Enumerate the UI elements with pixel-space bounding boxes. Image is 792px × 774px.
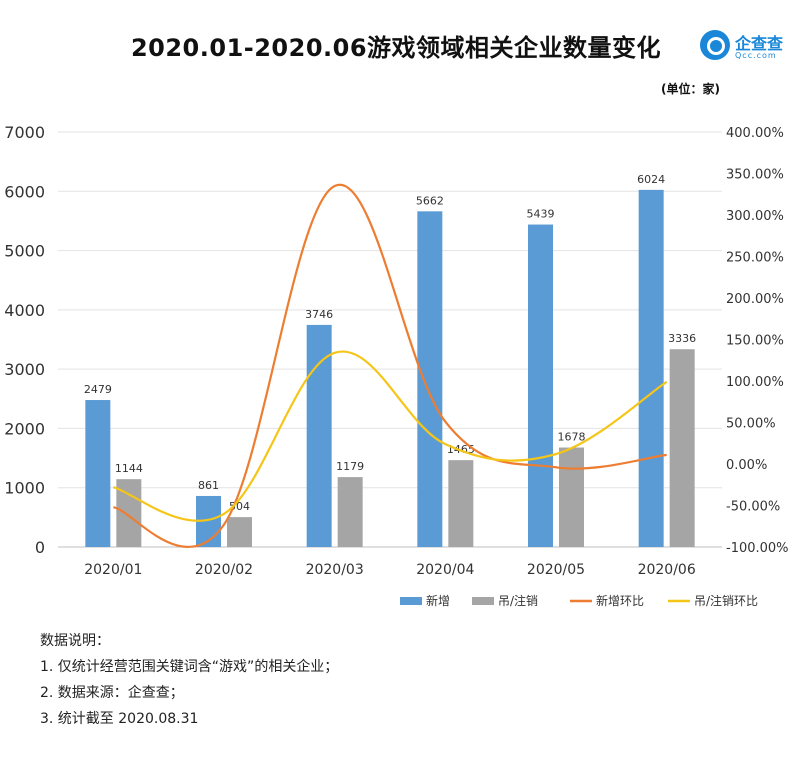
y-left-tick-label: 2000 <box>4 419 45 438</box>
x-tick-label: 2020/01 <box>84 562 142 578</box>
bar-cancelled <box>669 349 695 547</box>
y-left-tick-label: 4000 <box>4 301 45 320</box>
notes-heading: 数据说明： <box>40 633 110 649</box>
x-tick-label: 2020/03 <box>306 562 364 578</box>
y-right-tick-label: 350.00% <box>726 168 784 183</box>
legend-swatch <box>400 597 422 605</box>
bar-data-label: 5662 <box>416 194 444 207</box>
y-left-tick-label: 0 <box>35 538 45 557</box>
y-left-tick-label: 3000 <box>4 360 45 379</box>
x-tick-label: 2020/02 <box>195 562 253 578</box>
bar-cancelled <box>559 447 584 547</box>
y-left-tick-label: 1000 <box>4 479 45 498</box>
bar-data-label: 5439 <box>527 208 555 221</box>
chart-title: 2020.01-2020.06游戏领域相关企业数量变化 <box>130 34 662 62</box>
y-left-tick-label: 7000 <box>4 123 45 142</box>
x-tick-label: 2020/05 <box>527 562 585 578</box>
bar-new <box>417 211 443 547</box>
logo-subtitle: Qcc.com <box>735 51 777 60</box>
legend-label: 新增环比 <box>596 593 644 608</box>
bar-cancelled <box>337 477 363 547</box>
bar-data-label: 2479 <box>84 383 112 396</box>
bar-data-label: 1179 <box>336 460 364 473</box>
bar-cancelled <box>227 517 252 547</box>
x-tick-label: 2020/06 <box>638 562 696 578</box>
qcc-logo-icon <box>700 30 730 60</box>
qcc-logo: 企查查 Qcc.com <box>700 30 792 66</box>
bar-data-label: 1144 <box>115 462 143 475</box>
unit-label: (单位：家) <box>661 82 720 96</box>
y-left-tick-label: 6000 <box>4 182 45 201</box>
y-right-tick-label: 50.00% <box>726 417 776 432</box>
y-right-tick-label: 100.00% <box>726 375 784 390</box>
combo-chart: 0 1000 2000 3000 4000 5000 6000 7000 -100.00% -50… <box>4 123 789 608</box>
bar-new <box>306 324 332 547</box>
y-right-tick-label: 200.00% <box>726 292 784 307</box>
bar-data-label: 6024 <box>637 173 665 186</box>
note-item: 3. 统计截至 2020.08.31 <box>40 711 199 727</box>
bar-new <box>528 224 553 548</box>
bar-data-label: 861 <box>198 479 219 492</box>
y-left-tick-label: 5000 <box>4 242 45 261</box>
bar-data-label: 3336 <box>668 332 696 345</box>
legend-label: 吊/注销 <box>498 593 538 608</box>
y-right-tick-label: 300.00% <box>726 209 784 224</box>
data-notes: 数据说明： 1. 仅统计经营范围关键词含“游戏”的相关企业； 2. 数据来源：企… <box>40 628 338 732</box>
y-right-tick-label: 0.00% <box>726 458 767 473</box>
note-item: 1. 仅统计经营范围关键词含“游戏”的相关企业； <box>40 659 339 675</box>
y-right-tick-label: 250.00% <box>726 251 784 266</box>
legend-label: 吊/注销环比 <box>694 593 758 608</box>
y-right-tick-label: 150.00% <box>726 334 784 349</box>
y-right-tick-label: -100.00% <box>726 541 789 556</box>
line-cancelled-mom <box>113 350 668 522</box>
note-item: 2. 数据来源：企查查； <box>40 685 184 701</box>
bar-new <box>638 189 664 547</box>
bar-data-label: 3746 <box>305 308 333 321</box>
x-tick-label: 2020/04 <box>416 562 474 578</box>
logo-name: 企查查 <box>735 34 784 53</box>
bar-cancelled <box>448 460 474 547</box>
legend-swatch <box>472 597 494 605</box>
legend-label: 新增 <box>426 593 450 608</box>
y-right-tick-label: -50.00% <box>726 500 780 515</box>
line-new-mom <box>113 183 667 549</box>
y-right-tick-label: 400.00% <box>726 126 784 141</box>
bar-data-label: 1678 <box>558 431 586 444</box>
bar-new <box>85 400 111 547</box>
